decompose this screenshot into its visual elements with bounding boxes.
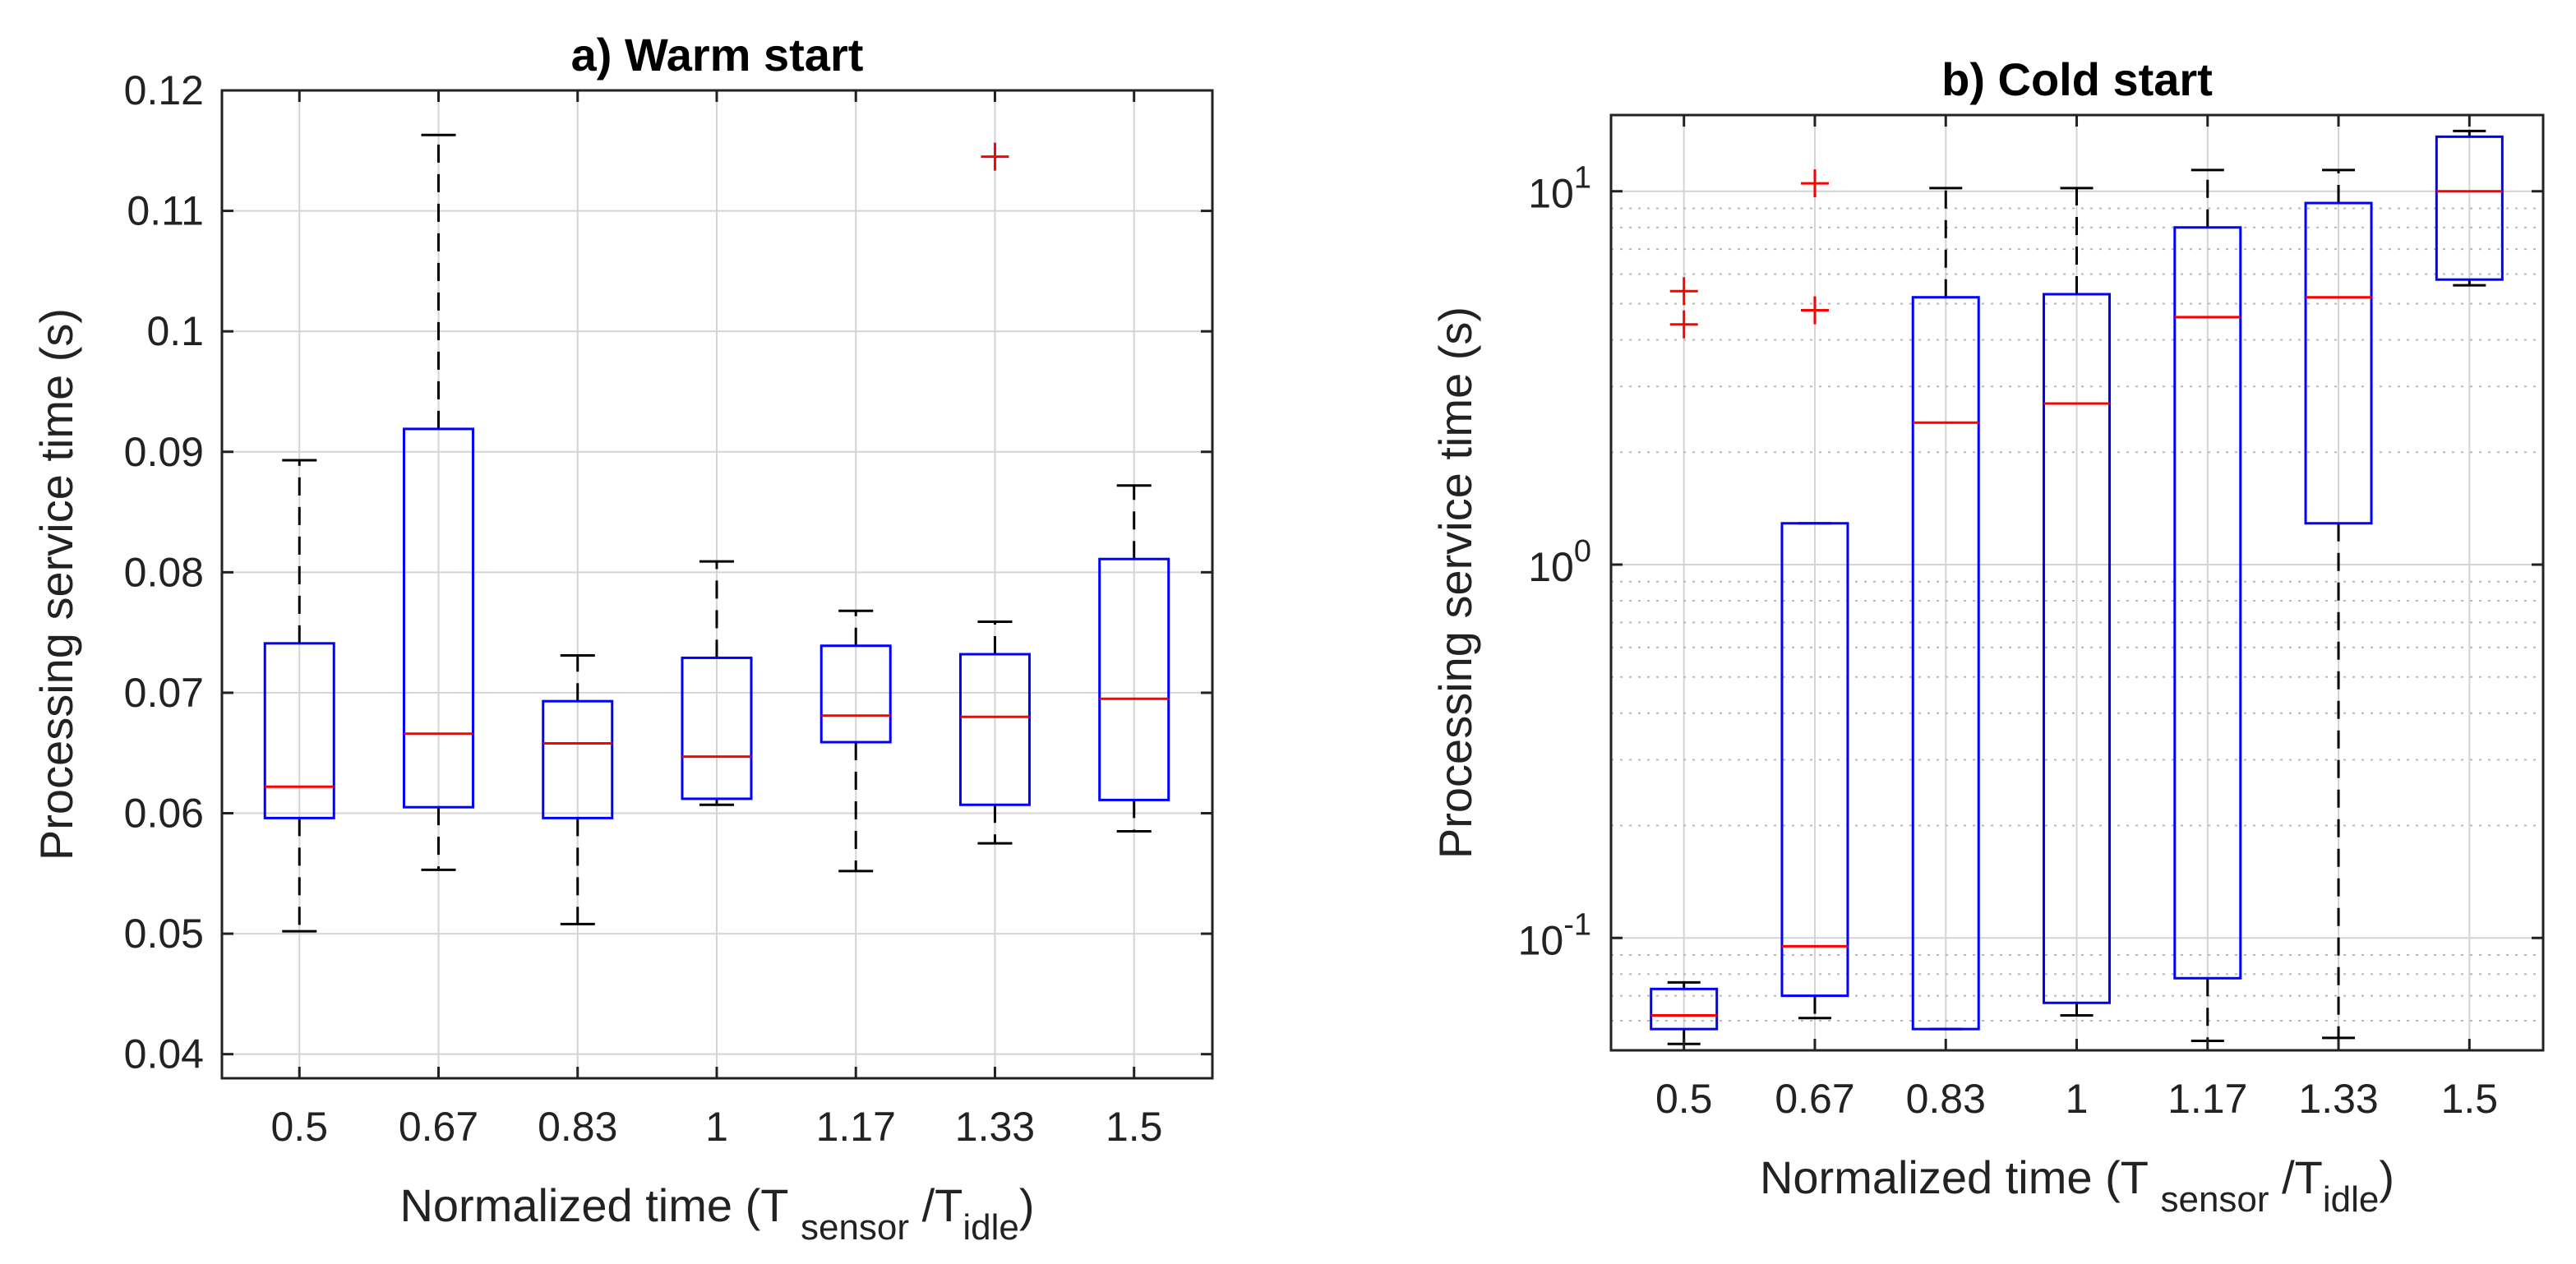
x-tick-label: 1.5: [2441, 1076, 2499, 1122]
chart-warm-start: 0.04 0.05 0.06 0.07 0.08 0.09 0.1 0.11 0.12 0.5 0.…: [30, 29, 1214, 1248]
y-tick-label: 0.11: [127, 188, 204, 234]
box-iqr: [2304, 201, 2373, 525]
x-tick-label: 0.83: [1906, 1076, 1986, 1122]
x-tick-label: 1.5: [1106, 1104, 1163, 1150]
box-iqr: [681, 656, 753, 800]
x-tick-label: 1: [705, 1104, 728, 1150]
x-tick-label: 0.5: [271, 1104, 329, 1150]
box-1.5: [1098, 484, 1170, 833]
box-iqr: [2435, 135, 2504, 281]
y-tick-label: 0.04: [124, 1031, 204, 1077]
box-iqr: [1098, 557, 1170, 801]
outlier-marker: [1800, 296, 1829, 325]
chart-title: a) Warm start: [571, 29, 864, 81]
box-0.83: [542, 653, 614, 925]
y-tick-label: 100: [1528, 534, 1591, 590]
y-axis-label: Processing service time (s): [1429, 307, 1481, 859]
outlier-marker: [981, 142, 1009, 171]
box-1.33: [958, 142, 1031, 845]
x-axis-label: Normalized time (T sensor /Tidle): [1760, 1151, 2394, 1220]
y-tick-label: 0.08: [124, 549, 204, 595]
y-tick-label: 0.12: [124, 67, 204, 113]
box-0.83: [1911, 187, 1980, 1031]
y-tick-label: 0.05: [124, 911, 204, 957]
box-0.5: [263, 459, 335, 933]
x-tick-label: 0.5: [1655, 1076, 1713, 1122]
x-axis-label: Normalized time (T sensor /Tidle): [399, 1179, 1034, 1248]
box-iqr: [1911, 296, 1980, 1031]
box-0.67: [403, 133, 475, 871]
box-0.5: [1650, 277, 1719, 1045]
outlier-marker: [1669, 310, 1698, 339]
box-1.33: [2304, 168, 2373, 1040]
y-tick-label: 10-1: [1518, 907, 1591, 963]
box-1: [681, 560, 753, 806]
box-1.17: [819, 609, 892, 873]
ticks: 10-1 100 101 0.5 0.67 0.83 1 1.17 1.33 1.5: [1518, 115, 2543, 1122]
x-tick-label: 0.83: [538, 1104, 617, 1150]
box-iqr: [542, 699, 614, 819]
outlier-marker: [1669, 277, 1698, 306]
y-tick-label: 0.09: [124, 429, 204, 475]
box-iqr: [819, 644, 892, 744]
y-axis-label: Processing service time (s): [30, 308, 82, 860]
box-iqr: [958, 653, 1031, 806]
box-1: [2043, 187, 2112, 1017]
chart-cold-start: 10-1 100 101 0.5 0.67 0.83 1 1.17 1.33 1.5 b) Cold…: [1429, 53, 2545, 1220]
y-tick-label: 101: [1528, 161, 1591, 217]
box-iqr: [1650, 987, 1719, 1031]
x-tick-label: 0.67: [1775, 1076, 1854, 1122]
chart-title: b) Cold start: [1941, 53, 2213, 105]
outlier-marker: [1800, 169, 1829, 198]
y-tick-label: 0.06: [124, 791, 204, 837]
x-tick-label: 1.17: [816, 1104, 896, 1150]
y-tick-label: 0.07: [124, 670, 204, 716]
box-iqr: [263, 642, 335, 819]
grid: [222, 90, 1212, 1078]
grid: [1611, 115, 2543, 1050]
box-0.67: [1780, 169, 1849, 1020]
box-iqr: [1780, 522, 1849, 998]
x-tick-label: 1: [2066, 1076, 2089, 1122]
box-1.17: [2173, 168, 2242, 1043]
ticks: 0.04 0.05 0.06 0.07 0.08 0.09 0.1 0.11 0.12 0.5 0.…: [124, 67, 1212, 1150]
box-iqr: [2043, 293, 2112, 1004]
x-tick-label: 0.67: [399, 1104, 478, 1150]
x-tick-label: 1.17: [2167, 1076, 2247, 1122]
x-tick-label: 1.33: [955, 1104, 1035, 1150]
box-iqr: [403, 427, 475, 809]
x-tick-label: 1.33: [2298, 1076, 2378, 1122]
y-tick-label: 0.1: [146, 308, 204, 354]
box-1.5: [2435, 129, 2504, 287]
box-iqr: [2173, 226, 2242, 980]
